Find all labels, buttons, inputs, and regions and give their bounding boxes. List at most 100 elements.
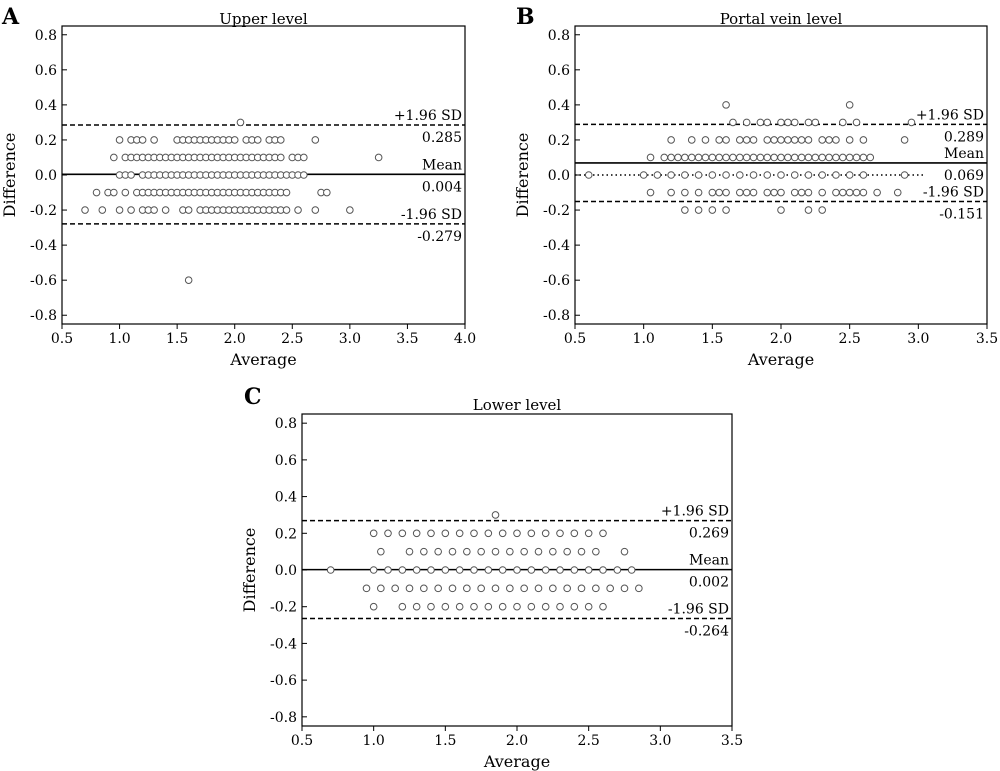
data-point	[98, 206, 107, 214]
y-tick-label: 0.4	[548, 98, 570, 114]
data-point	[708, 188, 717, 197]
data-point	[412, 529, 421, 538]
data-point	[541, 602, 550, 611]
data-point	[491, 511, 500, 519]
data-point	[839, 188, 847, 197]
x-axis-label: Average	[483, 752, 550, 771]
data-point	[893, 188, 902, 197]
data-point	[441, 566, 450, 574]
y-tick-label: 0.8	[548, 28, 570, 44]
data-point	[405, 584, 414, 593]
data-point	[845, 136, 854, 144]
data-point	[398, 602, 407, 611]
data-point	[398, 566, 407, 574]
data-point	[427, 529, 435, 538]
data-point	[570, 566, 579, 574]
x-axis-label: Average	[229, 350, 296, 369]
x-tick-label: 0.5	[564, 331, 586, 347]
data-point	[742, 118, 751, 127]
data-point	[722, 206, 730, 214]
data-point	[506, 547, 514, 556]
data-point	[852, 118, 861, 127]
data-point	[294, 206, 302, 214]
y-tick-label: -0.2	[543, 203, 570, 219]
y-tick-label: 0.2	[548, 133, 570, 149]
x-tick-label: 2.0	[224, 331, 246, 347]
data-point	[584, 529, 593, 538]
mean-value: 0.002	[689, 575, 729, 591]
x-axis-label: Average	[747, 350, 814, 369]
mean-value: 0.004	[422, 179, 462, 195]
data-point	[694, 171, 703, 179]
data-point	[434, 584, 442, 593]
data-point	[455, 602, 464, 611]
lower-limit-label: -1.96 SD	[401, 207, 462, 223]
data-point	[832, 188, 840, 197]
x-tick-label: 1.5	[701, 331, 723, 347]
panel-letter: B	[516, 4, 535, 30]
y-tick-label: 0.0	[275, 563, 297, 579]
upper-limit-value: 0.269	[689, 526, 729, 542]
data-point	[722, 136, 730, 144]
data-point	[646, 153, 655, 162]
data-point	[797, 136, 806, 144]
data-point	[599, 529, 607, 538]
data-point	[811, 118, 820, 127]
data-point	[81, 206, 89, 214]
data-point	[110, 153, 118, 162]
data-point	[715, 188, 724, 197]
data-point	[825, 153, 833, 162]
data-point	[484, 566, 493, 574]
upper-limit-label: +1.96 SD	[661, 504, 729, 520]
data-point	[498, 566, 507, 574]
data-point	[549, 547, 557, 556]
data-point	[763, 153, 772, 162]
data-point	[384, 529, 392, 538]
data-point	[236, 118, 245, 127]
data-point	[115, 206, 124, 214]
data-point	[784, 136, 792, 144]
y-tick-label: 0.8	[35, 28, 57, 44]
y-tick-label: 0.6	[548, 63, 570, 79]
data-point	[804, 153, 813, 162]
data-point	[527, 566, 536, 574]
data-point	[463, 547, 471, 556]
data-point	[736, 136, 744, 144]
data-point	[276, 153, 285, 162]
data-point	[845, 101, 854, 109]
data-point	[818, 171, 827, 179]
x-tick-label: 1.5	[434, 733, 456, 749]
data-point	[620, 584, 629, 593]
data-point	[377, 547, 385, 556]
x-tick-label: 1.0	[108, 331, 130, 347]
y-tick-label: -0.4	[270, 636, 297, 652]
data-point	[763, 118, 772, 127]
data-point	[184, 276, 193, 284]
data-point	[127, 171, 135, 179]
data-point	[121, 188, 130, 197]
x-tick-label: 1.0	[363, 733, 385, 749]
data-point	[749, 153, 758, 162]
lower-limit-value: -0.264	[684, 623, 729, 639]
data-point	[592, 584, 600, 593]
data-point	[729, 153, 737, 162]
y-tick-label: 0.0	[35, 168, 57, 184]
data-point	[900, 136, 909, 144]
mean-label: Mean	[689, 553, 729, 569]
y-tick-label: 0.6	[35, 63, 57, 79]
upper-limit-label: +1.96 SD	[916, 107, 984, 123]
data-point	[708, 171, 717, 179]
data-point	[427, 602, 435, 611]
data-point	[498, 602, 507, 611]
data-point	[276, 136, 285, 144]
chart-title: Lower level	[473, 396, 562, 414]
data-point	[784, 153, 792, 162]
mean-label: Mean	[944, 146, 984, 162]
data-point	[563, 547, 571, 556]
data-point	[498, 529, 507, 538]
data-point	[491, 584, 500, 593]
data-point	[756, 118, 765, 127]
data-point	[448, 584, 457, 593]
data-point	[311, 136, 320, 144]
lower-limit-value: -0.279	[417, 229, 462, 245]
